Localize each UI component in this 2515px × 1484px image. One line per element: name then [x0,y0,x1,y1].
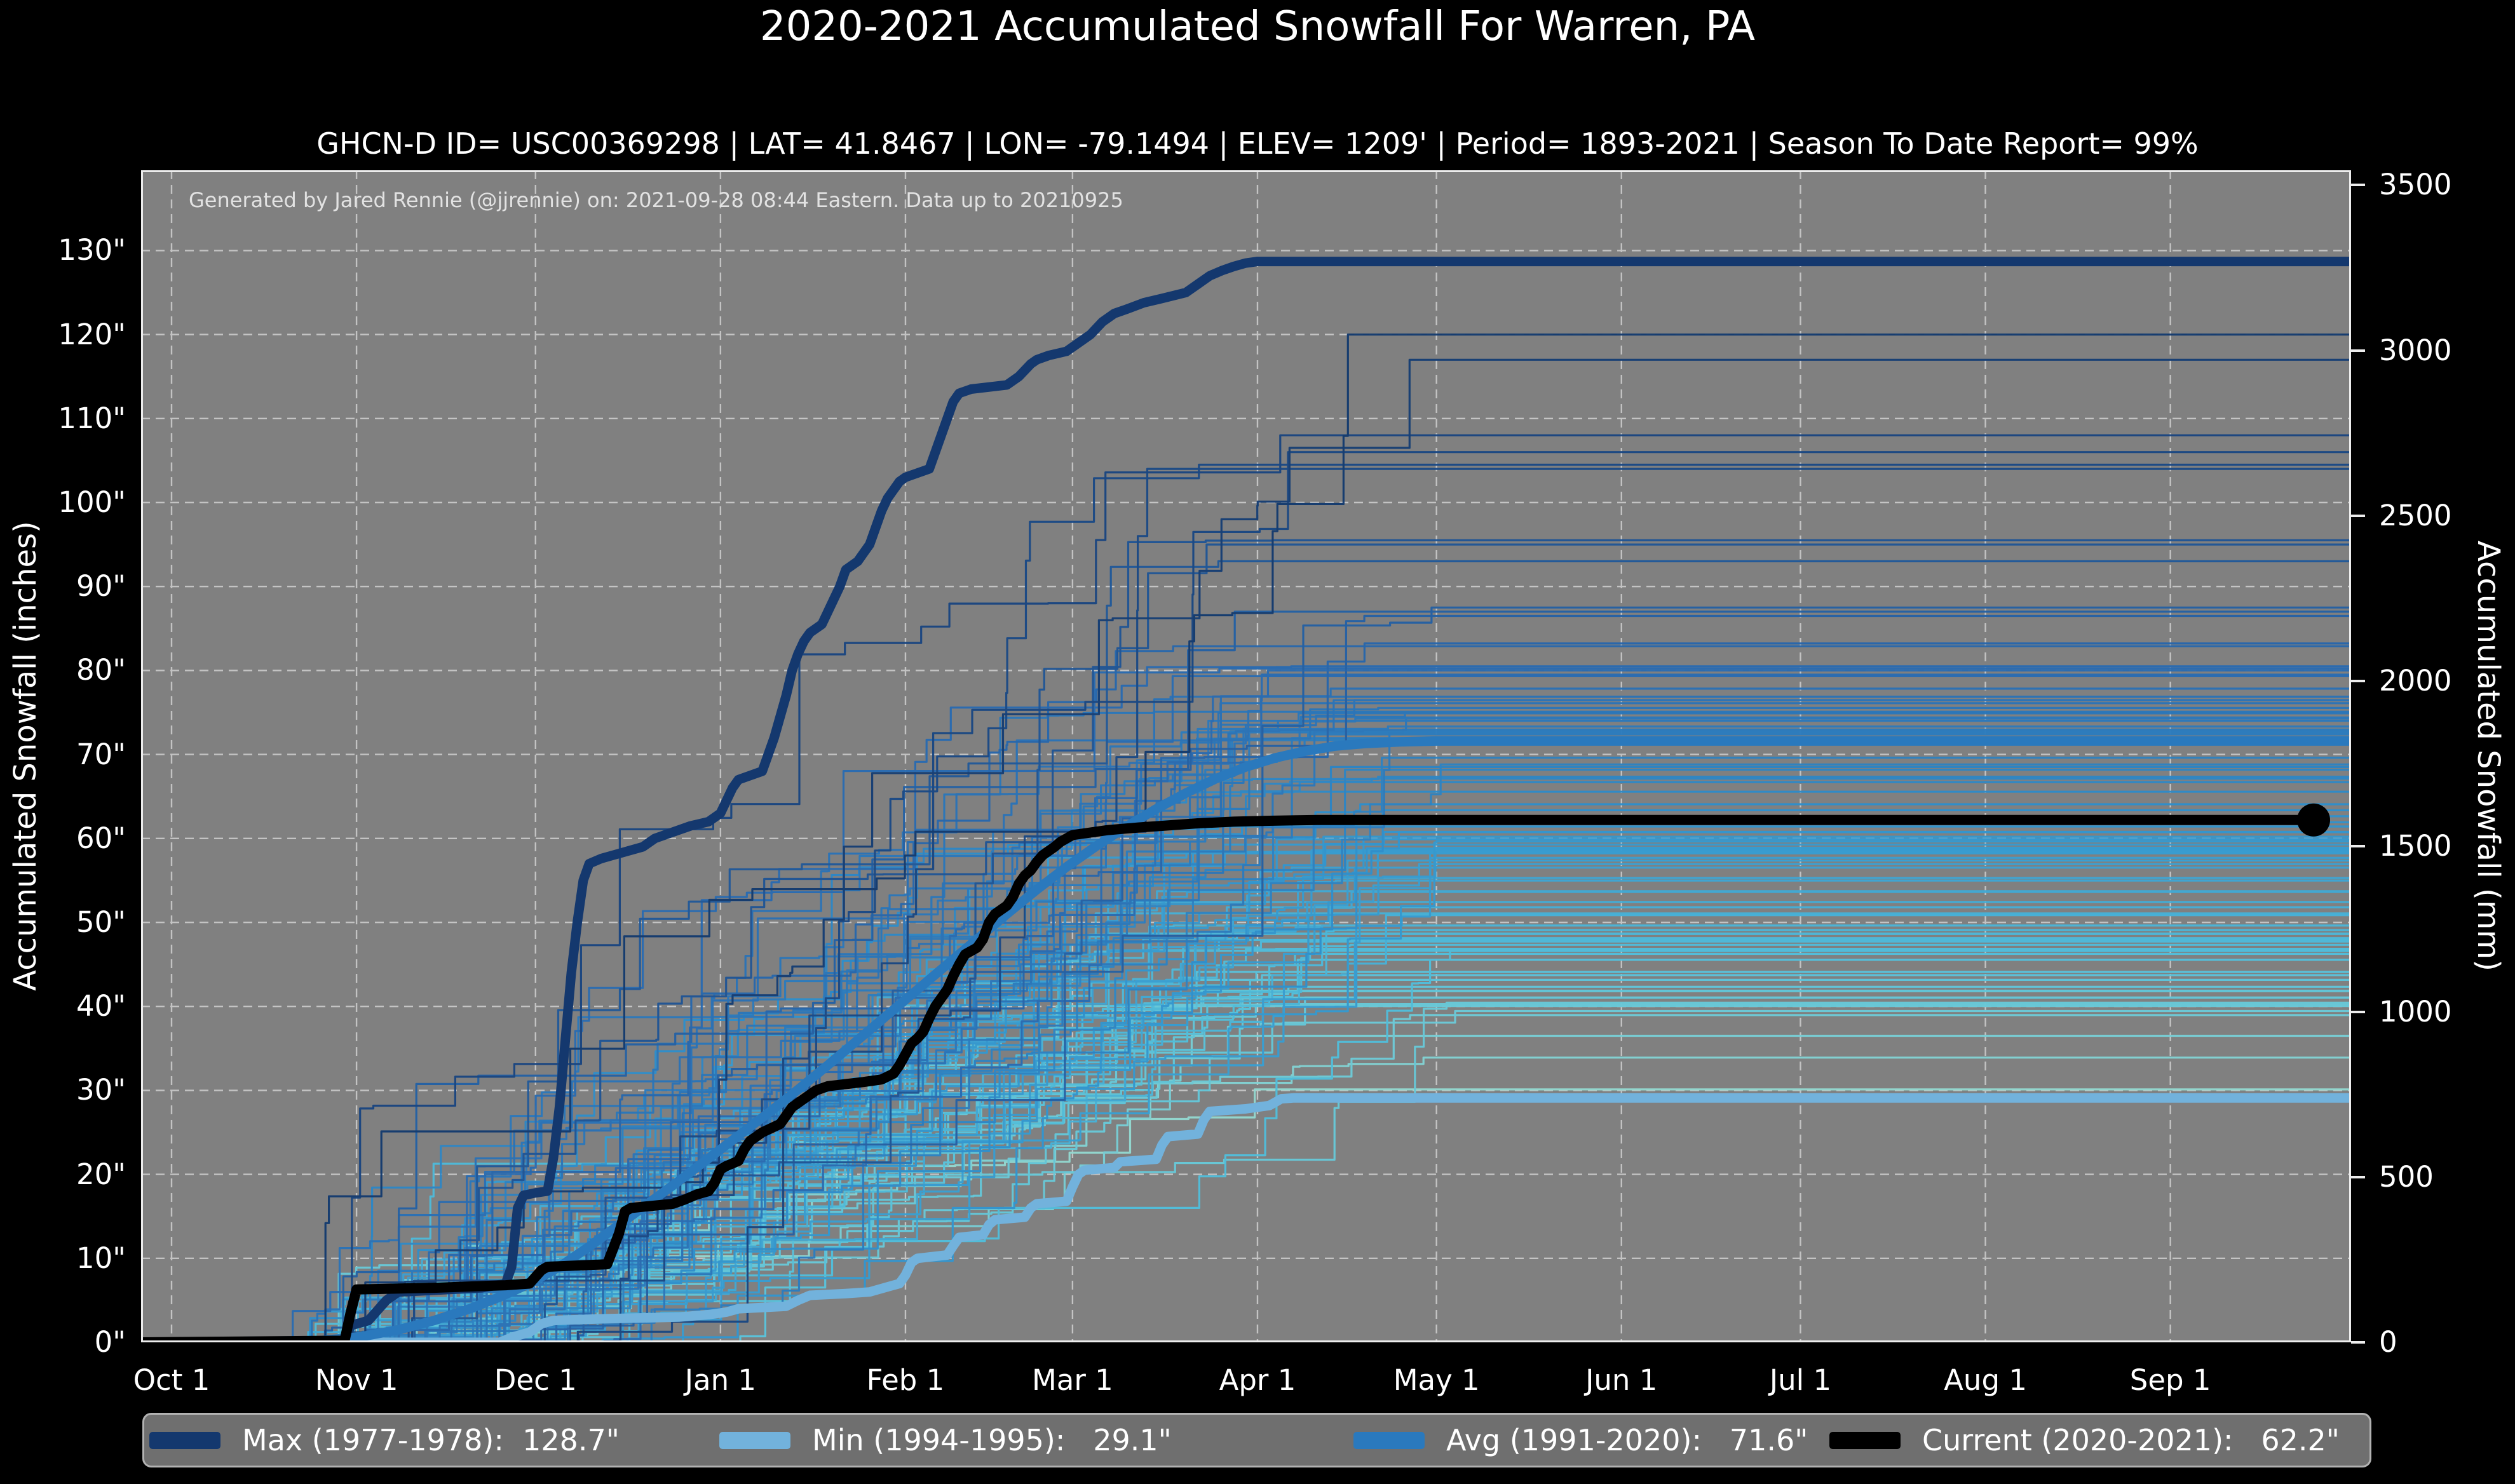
y-tick-label-mm: 3000 [2379,333,2452,367]
y-tick-label-mm: 1500 [2379,829,2452,863]
x-tick-label: Nov 1 [315,1363,398,1397]
historical-year-line [142,728,2351,1342]
historical-year-line [142,856,2351,1342]
historical-year-line [142,463,2351,1342]
x-tick-label: Dec 1 [494,1363,577,1397]
chart-subtitle: GHCN-D ID= USC00369298 | LAT= 41.8467 | … [316,126,2199,161]
y-tick-mark-mm [2351,1010,2365,1013]
plot-spines [141,170,2351,1342]
historical-year-line [142,852,2351,1342]
y-tick-label-inches: 0" [94,1325,126,1359]
y-tick-label-inches: 40" [76,989,126,1023]
legend: Max (1977-1978): 128.7" Min (1994-1995):… [142,1413,2371,1467]
historical-year-line [142,706,2351,1342]
y-tick-label-mm: 3500 [2379,168,2452,202]
legend-swatch-current [1829,1432,1901,1449]
historical-year-line [142,830,2351,1342]
y-tick-label-inches: 120" [58,317,126,351]
series-line-avg [141,736,2351,1342]
historical-year-line [142,763,2351,1342]
historical-year-line [142,334,2351,1342]
historical-year-line [142,667,2351,1342]
y-tick-label-mm: 0 [2379,1325,2397,1359]
y-tick-label-inches: 80" [76,653,126,687]
x-tick-label: May 1 [1393,1363,1480,1397]
y-tick-label-inches: 20" [76,1157,126,1191]
y-tick-label-mm: 1000 [2379,994,2452,1029]
historical-year-line [142,852,2351,1342]
y-tick-mark-mm [2351,680,2365,683]
y-tick-label-inches: 130" [58,233,126,267]
historical-year-line [142,696,2351,1342]
y-tick-mark-mm [2351,514,2365,517]
historical-year-line [142,451,2351,1342]
x-axis-labels: Oct 1 Nov 1 Dec 1 Jan 1 Feb 1 Mar 1 Apr 1 May 1… [133,1363,2351,1408]
x-tick-label: Mar 1 [1031,1363,1113,1397]
x-tick-label: Feb 1 [866,1363,945,1397]
historical-year-line [142,560,2351,1342]
legend-label-min: Min (1994-1995): 29.1" [812,1423,1172,1457]
historical-year-line [142,860,2351,1342]
x-tick-label: Apr 1 [1219,1363,1296,1397]
y-tick-mark-mm [2351,184,2365,187]
y-tick-label-inches: 100" [58,485,126,519]
plot-area [141,170,2351,1342]
historical-year-line [142,468,2351,1342]
x-tick-label: Aug 1 [1944,1363,2027,1397]
legend-label-current: Current (2020-2021): 62.2" [1922,1423,2340,1457]
series-line-min [141,1093,2351,1342]
historical-year-line [142,996,2351,1342]
y-tick-mark-mm [2351,1341,2365,1344]
chart-title: 2020-2021 Accumulated Snowfall For Warre… [759,3,1756,50]
historical-year-line [142,757,2351,1342]
historical-year-line [142,645,2351,1342]
y-axis-labels-right: 0 500 1000 1500 2000 2500 3000 3500 [2351,168,2510,1359]
series-line-max [141,257,2351,1342]
historical-year-line [142,434,2351,1342]
y-tick-label-inches: 60" [76,821,126,855]
x-tick-label: Oct 1 [133,1363,210,1397]
legend-swatch-max [149,1432,220,1449]
y-tick-mark-mm [2351,845,2365,848]
y-tick-label-inches: 90" [76,569,126,604]
x-tick-label: Sep 1 [2129,1363,2211,1397]
y-tick-mark-mm [2351,349,2365,352]
y-tick-label-mm: 500 [2379,1159,2434,1194]
y-tick-mark-mm [2351,1175,2365,1178]
x-tick-label: Jun 1 [1585,1363,1658,1397]
legend-label-max: Max (1977-1978): 128.7" [242,1423,620,1457]
series-line-current [141,814,2319,1342]
y-axis-labels-left: 0" 10" 20" 30" 40" 50" 60" 70" 80" 90" 100" 110" 120… [0,170,131,1359]
historical-year-line [142,950,2351,1342]
legend-swatch-min [719,1432,790,1449]
historical-year-line [142,539,2351,1342]
historical-year-line [142,610,2351,1342]
y-tick-label-inches: 10" [76,1241,126,1275]
historical-year-line [142,687,2351,1342]
x-tick-label: Jan 1 [684,1363,757,1397]
y-tick-label-mm: 2500 [2379,498,2452,532]
generated-by-annotation: Generated by Jared Rennie (@jjrennie) on… [189,188,1123,212]
x-tick-label: Jul 1 [1769,1363,1832,1397]
historical-year-line [142,642,2351,1342]
current-end-dot [2297,803,2331,837]
historical-year-lines [142,334,2351,1342]
historical-year-line [142,838,2351,1342]
y-tick-label-inches: 30" [76,1073,126,1107]
y-tick-label-inches: 70" [76,737,126,771]
historical-year-line [142,720,2351,1342]
historical-year-line [142,358,2351,1342]
chart-svg [141,170,2351,1342]
y-tick-label-mm: 2000 [2379,664,2452,698]
legend-label-avg: Avg (1991-2020): 71.6" [1446,1423,1808,1457]
legend-swatch-avg [1353,1432,1425,1449]
y-tick-label-inches: 110" [58,401,126,435]
y-tick-label-inches: 50" [76,905,126,939]
